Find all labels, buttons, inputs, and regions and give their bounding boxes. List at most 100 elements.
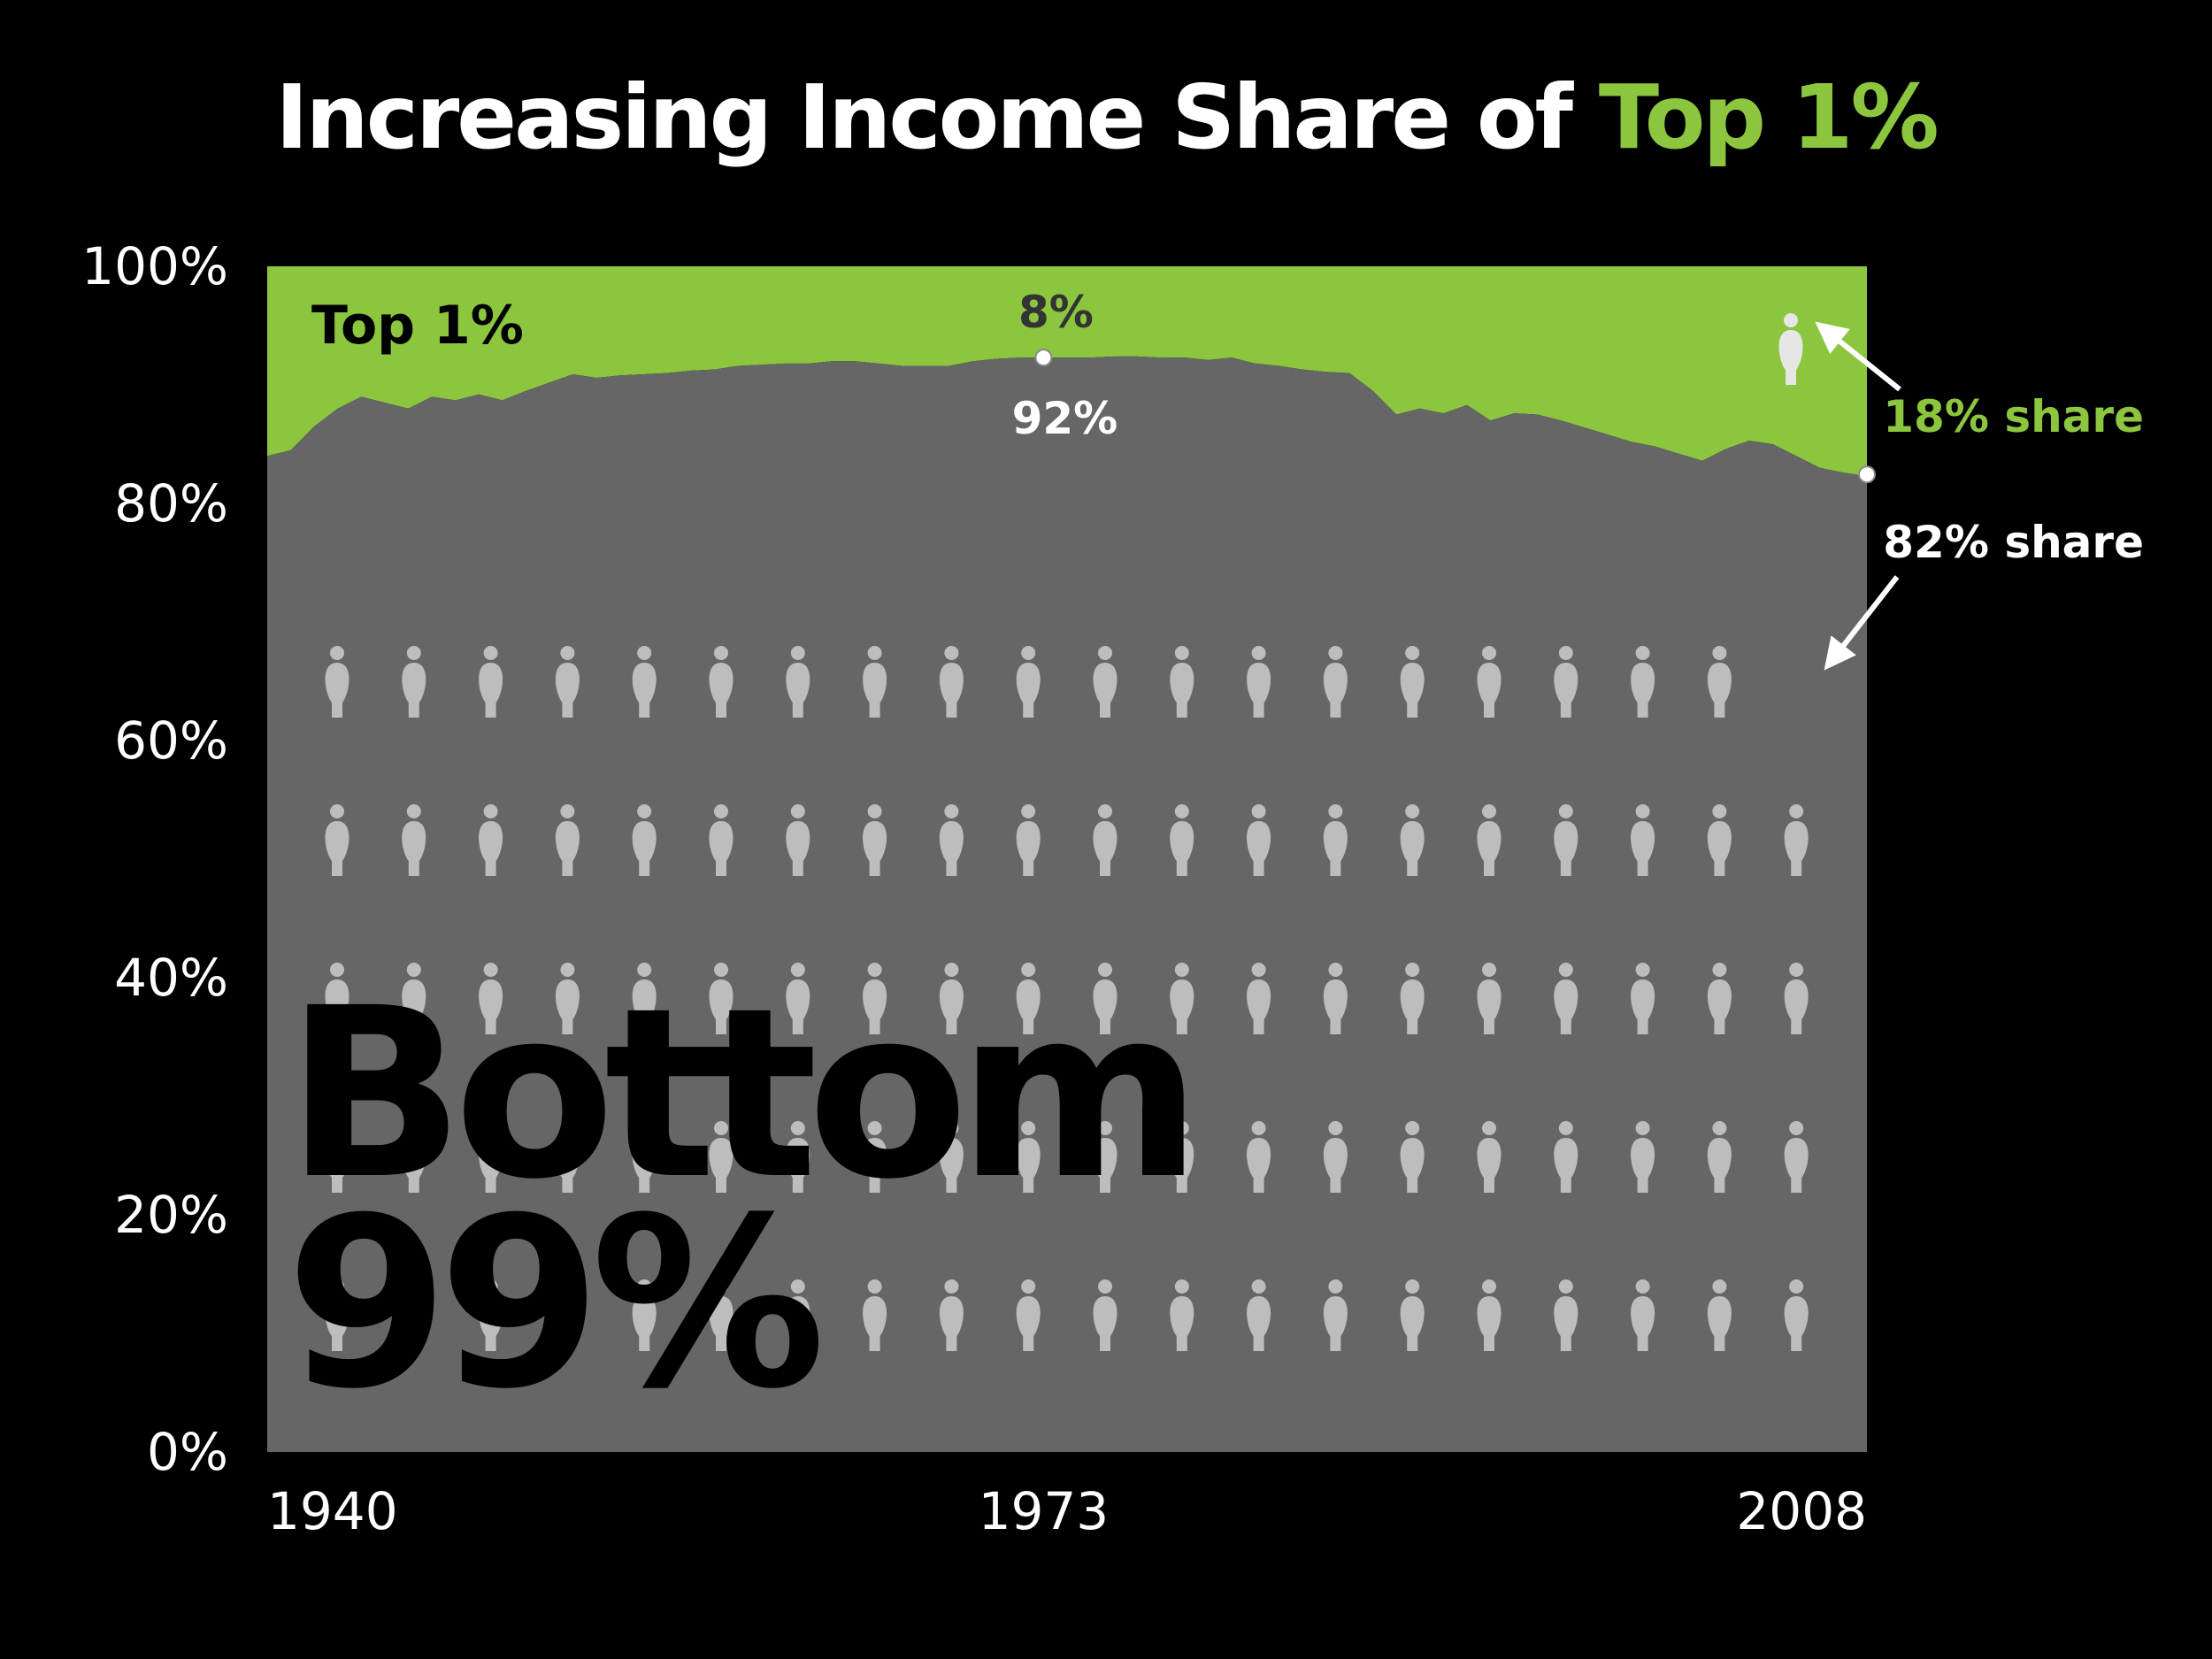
person-body bbox=[632, 1138, 657, 1193]
person-head bbox=[1635, 1121, 1650, 1135]
person-head bbox=[867, 804, 882, 818]
person-figure bbox=[1784, 1121, 1809, 1193]
person-figure bbox=[1631, 646, 1655, 718]
person-head bbox=[867, 1121, 882, 1135]
person-head bbox=[1251, 1121, 1266, 1135]
person-head bbox=[406, 963, 421, 977]
person-figure bbox=[325, 963, 349, 1034]
person-body bbox=[632, 979, 657, 1034]
person-body bbox=[786, 1296, 810, 1351]
person-head bbox=[483, 646, 498, 660]
person-head bbox=[790, 1279, 805, 1294]
person-head bbox=[560, 1121, 575, 1135]
person-body bbox=[1477, 1296, 1502, 1351]
person-body bbox=[709, 1138, 733, 1193]
person-figure bbox=[1093, 646, 1118, 718]
person-body bbox=[479, 979, 503, 1034]
person-figure bbox=[1170, 963, 1194, 1034]
person-head bbox=[406, 646, 421, 660]
person-body bbox=[402, 979, 426, 1034]
person-head bbox=[483, 1279, 498, 1294]
person-figure bbox=[1323, 804, 1348, 876]
person-head bbox=[1405, 1279, 1420, 1294]
person-figure bbox=[1093, 963, 1118, 1034]
person-body bbox=[479, 821, 503, 876]
person-body bbox=[1247, 821, 1271, 876]
person-figure bbox=[786, 1279, 810, 1351]
person-head bbox=[560, 804, 575, 818]
person-figure bbox=[1477, 1121, 1502, 1193]
person-head bbox=[1098, 1121, 1112, 1135]
top-person-figure bbox=[1778, 313, 1803, 385]
person-head bbox=[560, 646, 575, 660]
person-figure bbox=[1707, 963, 1732, 1034]
person-figure bbox=[479, 804, 503, 876]
area-top-1-percent bbox=[267, 266, 1867, 477]
person-figure bbox=[1554, 963, 1578, 1034]
person-head bbox=[1789, 804, 1804, 818]
person-figure bbox=[863, 963, 887, 1034]
person-body bbox=[1631, 1296, 1655, 1351]
person-figure bbox=[786, 804, 810, 876]
person-figure bbox=[479, 1121, 503, 1193]
person-head bbox=[1482, 1121, 1496, 1135]
person-head bbox=[1482, 646, 1496, 660]
person-figure bbox=[709, 963, 733, 1034]
person-body bbox=[1477, 821, 1502, 876]
person-head bbox=[1712, 646, 1727, 660]
x-tick-label: 2008 bbox=[1736, 1481, 1867, 1541]
person-figure bbox=[939, 646, 964, 718]
person-head bbox=[944, 646, 959, 660]
person-head bbox=[790, 1121, 805, 1135]
person-figure bbox=[1016, 646, 1041, 718]
person-figure bbox=[1707, 1279, 1732, 1351]
person-figure bbox=[1093, 804, 1118, 876]
person-head bbox=[1021, 1121, 1036, 1135]
person-figure bbox=[1323, 963, 1348, 1034]
person-head bbox=[1021, 804, 1036, 818]
y-tick-label: 40% bbox=[114, 948, 228, 1008]
person-figure bbox=[1400, 1279, 1425, 1351]
person-body bbox=[1400, 1296, 1425, 1351]
person-head bbox=[330, 804, 344, 818]
person-body bbox=[1016, 1138, 1041, 1193]
person-body bbox=[1170, 979, 1194, 1034]
person-figure bbox=[1323, 1279, 1348, 1351]
person-body bbox=[1707, 663, 1732, 718]
person-head bbox=[714, 1121, 728, 1135]
person-body bbox=[555, 663, 580, 718]
person-body bbox=[555, 1138, 580, 1193]
person-figure bbox=[1477, 804, 1502, 876]
person-figure bbox=[1247, 1121, 1271, 1193]
person-body bbox=[1784, 1296, 1809, 1351]
person-figure bbox=[863, 646, 887, 718]
person-figure bbox=[709, 804, 733, 876]
person-figure bbox=[709, 646, 733, 718]
person-head bbox=[1482, 963, 1496, 977]
person-figure bbox=[1400, 646, 1425, 718]
person-head bbox=[1174, 1279, 1189, 1294]
person-body bbox=[786, 1138, 810, 1193]
person-figure bbox=[632, 1279, 657, 1351]
area-layer bbox=[267, 266, 1867, 1453]
person-body bbox=[1247, 1138, 1271, 1193]
person-head bbox=[637, 1121, 652, 1135]
person-body bbox=[325, 979, 349, 1034]
person-head bbox=[1174, 963, 1189, 977]
person-body bbox=[1170, 1138, 1194, 1193]
person-body bbox=[1016, 663, 1041, 718]
person-head bbox=[790, 646, 805, 660]
person-figure bbox=[709, 1279, 733, 1351]
person-figure bbox=[1707, 646, 1732, 718]
person-figure bbox=[786, 1121, 810, 1193]
person-figure bbox=[632, 963, 657, 1034]
bottom-share-arrow bbox=[1824, 575, 1900, 671]
person-figure bbox=[1477, 963, 1502, 1034]
person-head bbox=[1635, 646, 1650, 660]
person-figure bbox=[1016, 963, 1041, 1034]
person-head bbox=[1558, 646, 1573, 660]
person-body bbox=[863, 1296, 887, 1351]
person-figure bbox=[1554, 1279, 1578, 1351]
person-head bbox=[1328, 804, 1343, 818]
person-figure bbox=[1477, 646, 1502, 718]
